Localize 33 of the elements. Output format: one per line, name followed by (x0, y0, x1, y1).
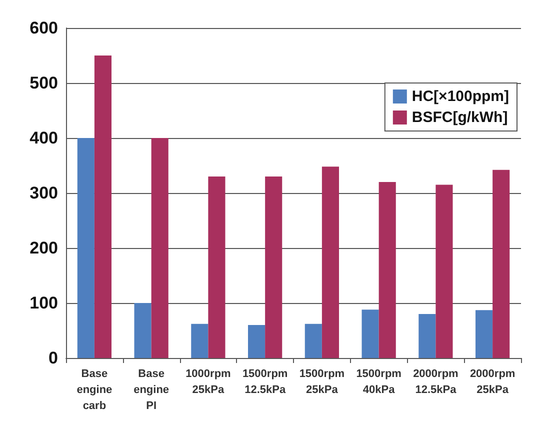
y-tick-label: 100 (30, 294, 58, 312)
legend-label: HC[×100ppm] (412, 88, 510, 105)
bar (304, 324, 322, 358)
bar (362, 310, 379, 358)
bar (134, 303, 152, 358)
y-tick-label: 0 (48, 348, 58, 368)
bar (191, 324, 208, 358)
bar (208, 176, 226, 358)
x-tick-label: 1500rpm 12.5kPa (242, 368, 288, 396)
bar (436, 184, 453, 358)
bar (322, 166, 339, 358)
bar (418, 314, 436, 358)
x-tick-label: Base engine PI (134, 368, 170, 412)
x-tick-label: 1500rpm 25kPa (299, 368, 345, 396)
x-tick-label: 2000rpm 25kPa (470, 368, 516, 396)
bar (378, 182, 396, 358)
x-tick-label: 1500rpm 40kPa (356, 368, 402, 396)
bar (476, 310, 493, 358)
y-tick-label: 300 (30, 184, 58, 202)
legend-label: BSFC[g/kWh] (412, 109, 508, 126)
bar (265, 176, 282, 358)
x-tick-label: 1000rpm 25kPa (186, 368, 232, 396)
bar (492, 170, 510, 358)
x-tick-label: 2000rpm 12.5kPa (413, 368, 459, 396)
y-tick-label: 200 (30, 238, 58, 258)
bar (94, 56, 112, 358)
y-tick-label: 600 (30, 18, 58, 38)
y-tick-label: 400 (30, 128, 58, 148)
x-tick-label: Base engine carb (76, 368, 112, 412)
bar (248, 325, 266, 358)
y-tick-label: 500 (30, 74, 58, 92)
bar (151, 138, 168, 358)
bar (77, 138, 94, 358)
